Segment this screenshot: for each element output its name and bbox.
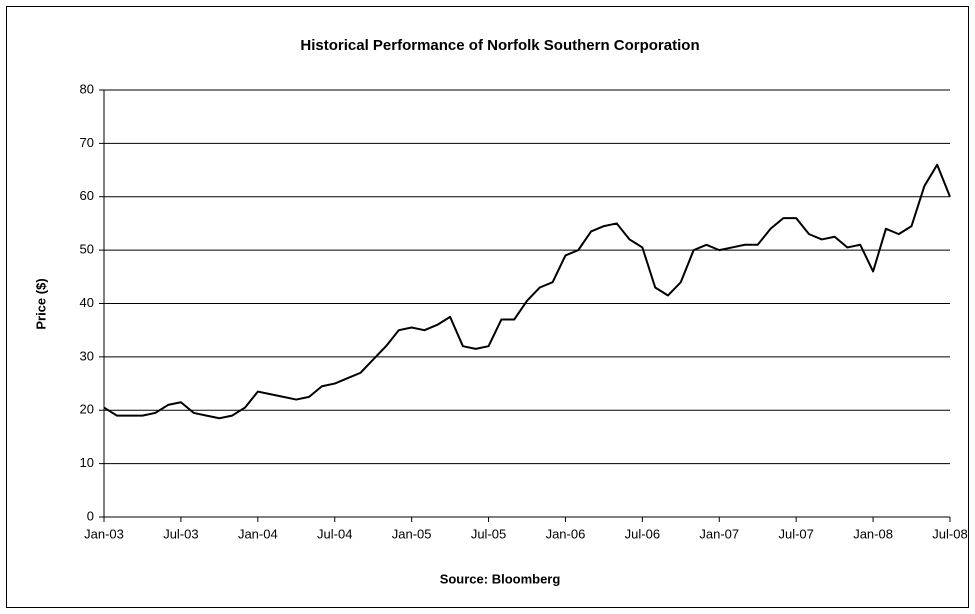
x-tick-label: Jan-07: [699, 526, 739, 541]
x-tick-label: Jul-03: [163, 526, 198, 541]
x-tick-label: Jan-05: [392, 526, 432, 541]
x-axis-title: Source: Bloomberg: [440, 571, 561, 586]
x-tick-label: Jan-04: [238, 526, 278, 541]
y-tick-label: 40: [80, 295, 94, 310]
chart-title: Historical Performance of Norfolk Southe…: [300, 37, 699, 54]
x-tick-label: Jul-04: [317, 526, 352, 541]
x-tick-label: Jan-03: [84, 526, 124, 541]
x-tick-label: Jul-05: [471, 526, 506, 541]
y-tick-label: 30: [80, 348, 94, 363]
y-axis-title: Price ($): [33, 278, 48, 329]
y-tick-label: 60: [80, 188, 94, 203]
y-tick-label: 20: [80, 402, 94, 417]
x-tick-label: Jul-07: [778, 526, 813, 541]
x-tick-label: Jul-08: [932, 526, 967, 541]
line-series: [103, 163, 951, 420]
y-tick-label: 50: [80, 242, 94, 257]
chart-border: [6, 6, 969, 608]
x-tick-label: Jul-06: [625, 526, 660, 541]
x-tick-label: Jan-06: [546, 526, 586, 541]
y-tick-label: 10: [80, 455, 94, 470]
y-tick-label: 80: [80, 81, 94, 96]
x-tick-label: Jan-08: [853, 526, 893, 541]
y-tick-label: 70: [80, 135, 94, 150]
y-tick-label: 0: [87, 508, 94, 523]
